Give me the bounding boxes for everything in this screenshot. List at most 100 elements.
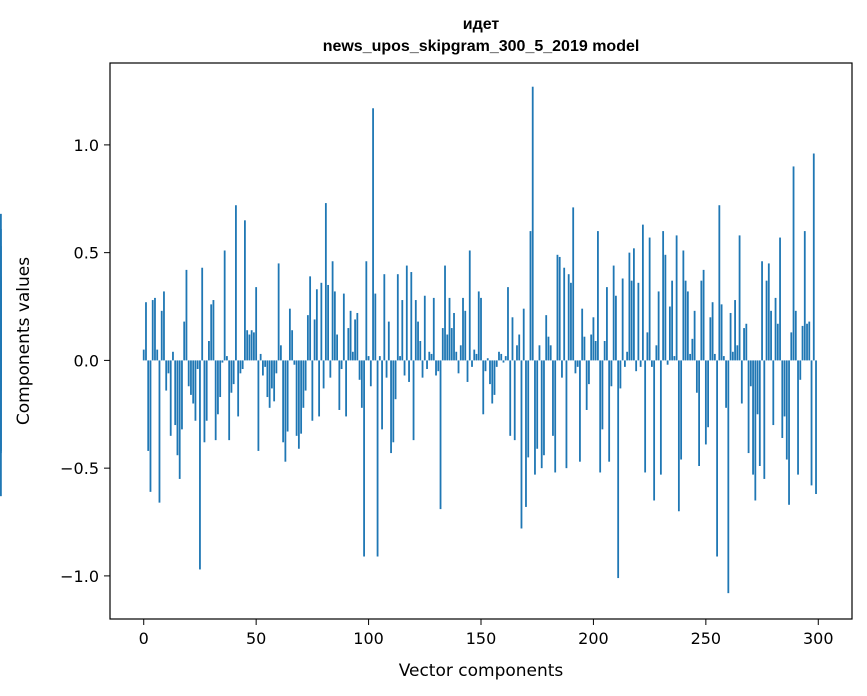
- bar: [226, 356, 228, 361]
- bar: [797, 360, 799, 475]
- bar: [455, 351, 458, 361]
- bar: [230, 360, 233, 393]
- bar: [435, 360, 437, 376]
- y-axis-label: Components values: [14, 257, 34, 425]
- bar: [154, 297, 156, 361]
- bar: [376, 360, 379, 557]
- bar: [356, 312, 359, 361]
- bar: [671, 280, 674, 361]
- bar: [428, 351, 431, 361]
- bar: [270, 360, 273, 389]
- bar: [473, 349, 476, 361]
- bar: [417, 321, 419, 361]
- bar: [0, 319, 2, 361]
- bar: [295, 360, 298, 436]
- bar: [178, 360, 181, 479]
- bar: [441, 328, 444, 361]
- bar: [668, 306, 671, 361]
- bar: [810, 360, 813, 486]
- bar: [286, 360, 289, 432]
- bar: [457, 360, 460, 374]
- bar: [360, 360, 363, 408]
- bar: [713, 353, 716, 361]
- bar: [349, 310, 352, 361]
- chart-title-line-1: идет: [463, 16, 500, 33]
- bar: [711, 302, 714, 361]
- bar: [190, 360, 192, 395]
- bar: [745, 323, 748, 361]
- bar: [531, 86, 534, 361]
- bar: [342, 293, 345, 361]
- bar: [608, 360, 611, 462]
- bar: [511, 317, 514, 361]
- bar: [509, 360, 512, 436]
- bar: [621, 278, 624, 361]
- bar: [540, 360, 543, 469]
- bar: [630, 280, 633, 361]
- bar: [145, 302, 147, 361]
- bar: [585, 360, 588, 410]
- bar: [552, 360, 554, 436]
- bar: [466, 360, 469, 382]
- bar: [363, 360, 365, 557]
- bar: [0, 360, 2, 451]
- bar: [183, 321, 186, 361]
- bar: [172, 351, 174, 361]
- bar: [612, 265, 615, 361]
- bar: [689, 353, 692, 361]
- bar: [187, 360, 190, 387]
- bar: [691, 338, 694, 361]
- bar: [662, 231, 665, 361]
- bar: [297, 360, 300, 449]
- bar: [293, 360, 296, 365]
- bar: [765, 280, 768, 361]
- bar: [246, 330, 249, 361]
- bar: [799, 360, 802, 380]
- bar: [639, 360, 642, 367]
- bar: [181, 360, 183, 430]
- bar: [561, 360, 563, 378]
- bar: [205, 360, 208, 421]
- bar: [641, 224, 644, 361]
- bar: [763, 360, 766, 479]
- bar: [556, 254, 559, 361]
- bar: [403, 360, 406, 376]
- bar: [727, 360, 730, 594]
- chart-title-line-2: news_upos_skipgram_300_5_2019 model: [323, 38, 640, 55]
- bar: [439, 360, 442, 510]
- bar: [329, 360, 332, 378]
- bar: [257, 360, 260, 451]
- bar: [776, 323, 779, 361]
- chart-title: идет news_upos_skipgram_300_5_2019 model: [323, 16, 640, 55]
- bar: [250, 330, 253, 361]
- bar: [394, 360, 397, 400]
- bar: [538, 345, 541, 361]
- bar: [624, 360, 626, 367]
- bar: [291, 330, 294, 361]
- bar: [459, 345, 462, 361]
- bar: [471, 360, 473, 367]
- bar: [761, 261, 763, 361]
- bar: [637, 282, 640, 361]
- bar: [444, 265, 446, 361]
- bar: [619, 360, 622, 389]
- bar: [275, 360, 278, 374]
- bar: [536, 360, 539, 449]
- bar: [347, 328, 350, 361]
- bar: [574, 360, 577, 374]
- bar: [653, 360, 656, 501]
- bar: [601, 360, 604, 430]
- bar: [372, 108, 374, 361]
- bar: [288, 308, 291, 361]
- bar: [480, 297, 482, 361]
- bar: [803, 231, 806, 361]
- bar: [367, 356, 370, 361]
- bar: [749, 360, 752, 387]
- bar: [543, 360, 545, 456]
- x-tick-label: 0: [139, 629, 149, 648]
- bar: [743, 328, 745, 361]
- bar: [563, 267, 566, 361]
- bar: [396, 274, 399, 361]
- bar: [142, 349, 145, 361]
